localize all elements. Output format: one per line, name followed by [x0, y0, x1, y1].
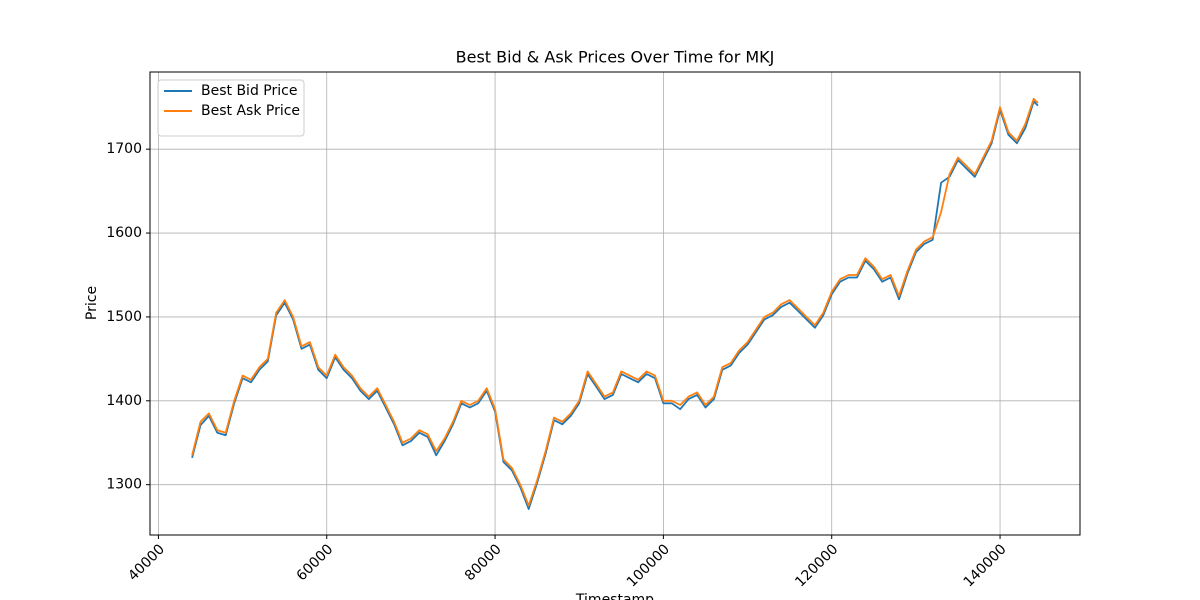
data-line [191, 100, 1039, 510]
x-tick-label: 40000 [125, 541, 168, 584]
chart-title: Best Bid & Ask Prices Over Time for MKJ [456, 48, 775, 67]
x-tick-label: 100000 [624, 541, 673, 590]
legend-box [157, 79, 305, 137]
y-tick-label: 1700 [106, 141, 142, 157]
plot-frame [149, 71, 1081, 536]
data-line [191, 97, 1039, 507]
legend-label: Best Ask Price [201, 103, 300, 119]
x-tick-label: 80000 [462, 541, 505, 584]
x-tick-label: 60000 [294, 541, 337, 584]
y-tick-label: 1600 [106, 225, 142, 241]
legend-label: Best Bid Price [201, 83, 297, 99]
y-tick-label: 1500 [106, 309, 142, 325]
y-axis-label: Price [84, 286, 100, 320]
y-tick-label: 1300 [106, 477, 142, 493]
x-tick-label: 140000 [961, 541, 1010, 590]
x-axis-label: Timestamp [575, 592, 654, 600]
y-tick-label: 1400 [106, 393, 142, 409]
x-tick-label: 120000 [792, 541, 841, 590]
